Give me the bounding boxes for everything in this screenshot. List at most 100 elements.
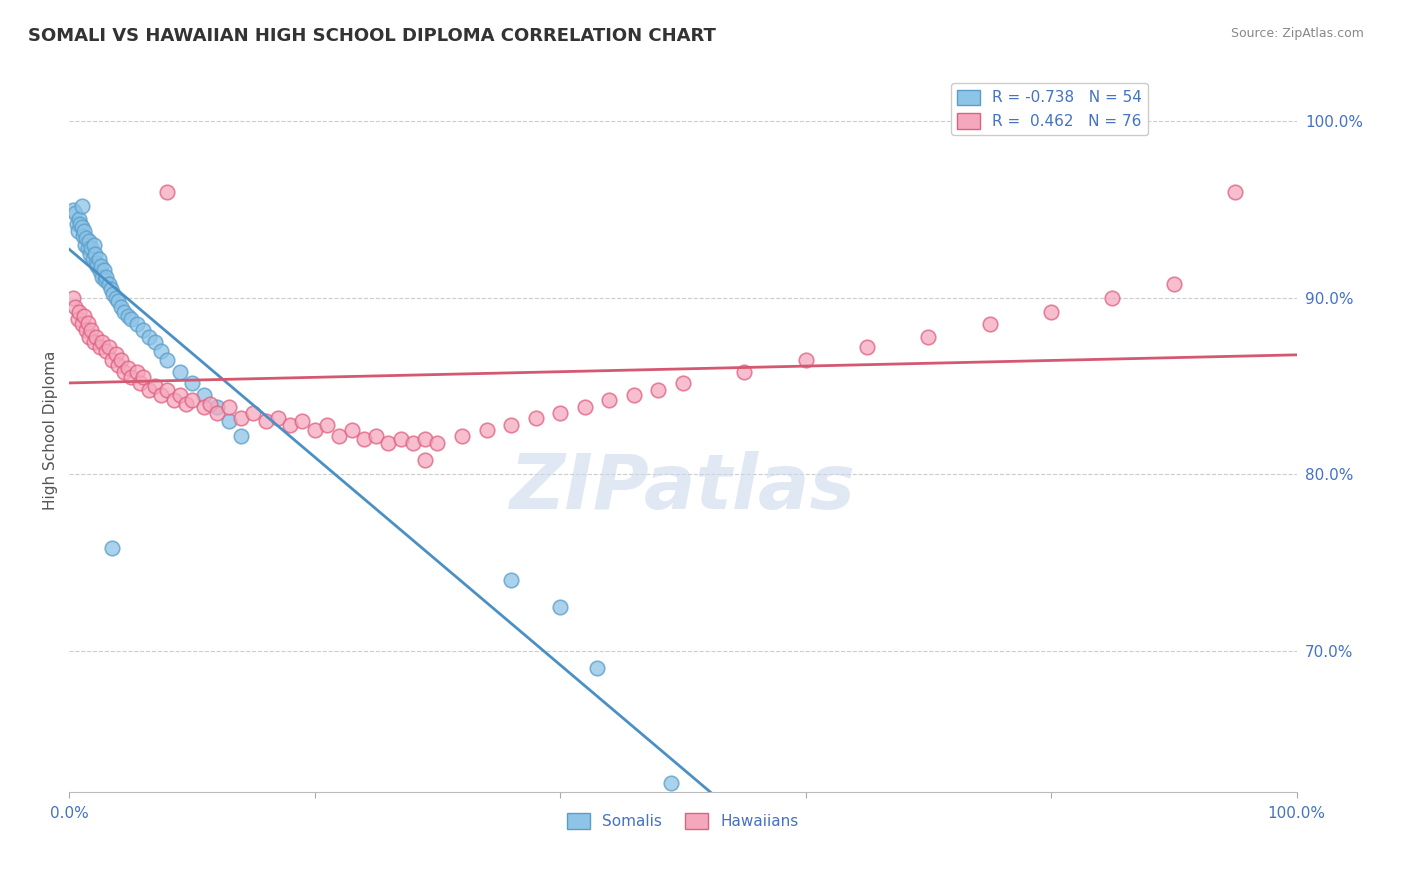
Point: [193, 388, 215, 402]
Point: [267, 410, 290, 425]
Point: [200, 397, 222, 411]
Point: [193, 401, 215, 415]
Point: [377, 435, 399, 450]
Point: [89, 340, 111, 354]
Point: [125, 365, 148, 379]
Point: [70, 199, 93, 213]
Point: [75, 238, 97, 252]
Point: [1040, 305, 1063, 319]
Point: [1163, 277, 1185, 291]
Point: [97, 340, 120, 354]
Point: [205, 406, 228, 420]
Point: [65, 217, 87, 231]
Point: [979, 318, 1001, 332]
Point: [291, 414, 314, 428]
Point: [150, 388, 173, 402]
Point: [94, 269, 117, 284]
Point: [143, 379, 166, 393]
Point: [77, 235, 100, 249]
Point: [84, 329, 107, 343]
Point: [548, 599, 571, 614]
Point: [413, 453, 436, 467]
Point: [205, 401, 228, 415]
Point: [91, 334, 114, 349]
Text: Source: ZipAtlas.com: Source: ZipAtlas.com: [1230, 27, 1364, 40]
Point: [169, 365, 191, 379]
Point: [316, 417, 339, 432]
Legend: Somalis, Hawaiians: Somalis, Hawaiians: [561, 806, 804, 835]
Point: [672, 376, 695, 390]
Point: [76, 316, 98, 330]
Point: [70, 318, 93, 332]
Point: [117, 361, 139, 376]
Point: [364, 428, 387, 442]
Point: [101, 541, 124, 556]
Point: [586, 661, 609, 675]
Point: [132, 323, 155, 337]
Point: [156, 185, 179, 199]
Point: [66, 224, 89, 238]
Point: [623, 388, 645, 402]
Point: [733, 365, 755, 379]
Point: [107, 358, 129, 372]
Point: [79, 247, 101, 261]
Point: [67, 305, 90, 319]
Point: [856, 340, 879, 354]
Point: [328, 428, 350, 442]
Point: [129, 376, 152, 390]
Point: [80, 323, 103, 337]
Point: [120, 370, 142, 384]
Point: [389, 432, 412, 446]
Y-axis label: High School Diploma: High School Diploma: [44, 351, 58, 510]
Point: [304, 423, 326, 437]
Point: [117, 309, 139, 323]
Point: [451, 428, 474, 442]
Point: [65, 206, 87, 220]
Point: [82, 252, 104, 266]
Point: [150, 343, 173, 358]
Point: [76, 242, 98, 256]
Point: [100, 282, 122, 296]
Point: [104, 347, 127, 361]
Point: [143, 334, 166, 349]
Point: [75, 231, 97, 245]
Point: [125, 318, 148, 332]
Point: [110, 300, 132, 314]
Point: [110, 352, 132, 367]
Point: [499, 417, 522, 432]
Point: [174, 397, 197, 411]
Point: [548, 406, 571, 420]
Point: [162, 393, 184, 408]
Text: ZIPatlas: ZIPatlas: [510, 451, 856, 525]
Point: [499, 573, 522, 587]
Point: [66, 312, 89, 326]
Point: [83, 334, 105, 349]
Point: [574, 401, 596, 415]
Point: [218, 401, 240, 415]
Point: [101, 352, 124, 367]
Point: [89, 264, 111, 278]
Point: [426, 435, 449, 450]
Point: [94, 273, 117, 287]
Point: [62, 202, 84, 217]
Point: [65, 300, 87, 314]
Point: [413, 432, 436, 446]
Point: [114, 365, 136, 379]
Point: [97, 277, 120, 291]
Point: [103, 287, 125, 301]
Point: [229, 428, 252, 442]
Point: [84, 247, 107, 261]
Point: [138, 383, 160, 397]
Point: [598, 393, 620, 408]
Point: [114, 305, 136, 319]
Point: [659, 776, 682, 790]
Point: [84, 255, 107, 269]
Point: [77, 329, 100, 343]
Point: [120, 312, 142, 326]
Point: [917, 329, 939, 343]
Point: [94, 343, 117, 358]
Point: [87, 252, 110, 266]
Point: [156, 383, 179, 397]
Point: [138, 329, 160, 343]
Point: [475, 423, 498, 437]
